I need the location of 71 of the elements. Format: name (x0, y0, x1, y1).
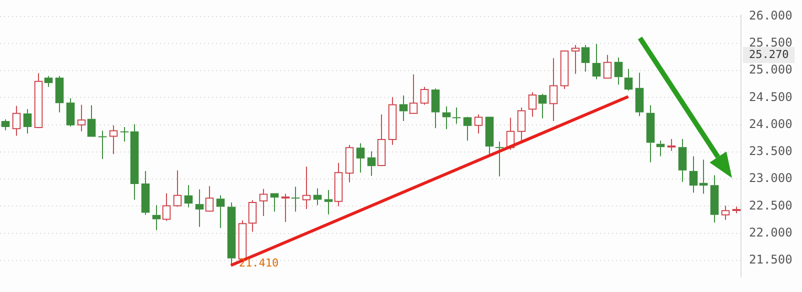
candlestick (388, 96, 397, 146)
candlestick (109, 124, 118, 155)
candlestick (592, 43, 601, 80)
candlestick (614, 57, 623, 86)
candlestick (87, 104, 96, 137)
candlestick (538, 93, 547, 119)
candlestick (195, 188, 204, 228)
candlestick (377, 114, 386, 166)
candlestick (399, 95, 408, 122)
candlestick (581, 44, 590, 72)
candlestick (12, 105, 21, 136)
candlestick (120, 126, 129, 142)
candlestick (173, 170, 182, 208)
candlestick (474, 114, 483, 134)
candlestick (431, 88, 440, 129)
candlestick (646, 104, 655, 163)
y-tick-label: 22.000 (749, 226, 792, 240)
candlestick (77, 104, 86, 132)
candlestick (517, 106, 526, 142)
y-tick-label: 23.500 (749, 144, 792, 158)
candlestick (130, 124, 139, 200)
candlestick (141, 170, 150, 216)
candlestick (55, 75, 64, 113)
candlestick (324, 189, 333, 215)
y-tick-label: 25.000 (749, 62, 792, 77)
candlestick (270, 193, 279, 212)
candlestick (184, 184, 193, 208)
candlestick (667, 138, 676, 152)
candlestick (367, 150, 376, 176)
candlestick (689, 156, 698, 194)
candlestick (281, 193, 290, 222)
candlestick (345, 144, 354, 183)
candlestick (678, 138, 687, 182)
candlestick (710, 174, 719, 224)
candlestick (356, 142, 365, 174)
candlestick (452, 106, 461, 124)
candlestick (44, 75, 53, 88)
candlestick (302, 166, 311, 210)
y-tick-label: 25.500 (749, 36, 792, 50)
candlestick (23, 108, 32, 134)
candlestick (721, 205, 730, 220)
y-tick-label: 22.500 (749, 198, 792, 212)
candlestick (162, 192, 171, 222)
candlestick (624, 68, 633, 92)
candlestick (66, 98, 75, 127)
candlestick (549, 58, 558, 122)
annotation: 21.410 (238, 256, 279, 270)
candlestick (248, 200, 257, 232)
candlestick (291, 186, 300, 212)
y-tick-label: 24.000 (749, 116, 792, 131)
candlestick (334, 162, 343, 207)
candlestick (635, 72, 644, 117)
candlestick (506, 117, 515, 150)
y-tick-label: 23.000 (749, 171, 792, 186)
candlestick (603, 54, 612, 79)
candlestick (528, 92, 537, 118)
text: 25.270 (749, 48, 789, 61)
candlestick (495, 141, 504, 177)
candlestick (152, 204, 161, 231)
candlestick (259, 188, 268, 217)
y-tick-label: 21.500 (749, 252, 792, 267)
candlestick (409, 74, 418, 114)
y-tick-label: 26.000 (749, 8, 792, 22)
candlestick (1, 118, 10, 131)
candlestick (463, 117, 472, 142)
candlestick (216, 194, 225, 228)
candlestick (485, 116, 494, 156)
candlestick (571, 44, 580, 74)
y-tick-label: 24.500 (749, 90, 792, 104)
candlestick (98, 130, 107, 160)
candlestick (205, 186, 214, 212)
